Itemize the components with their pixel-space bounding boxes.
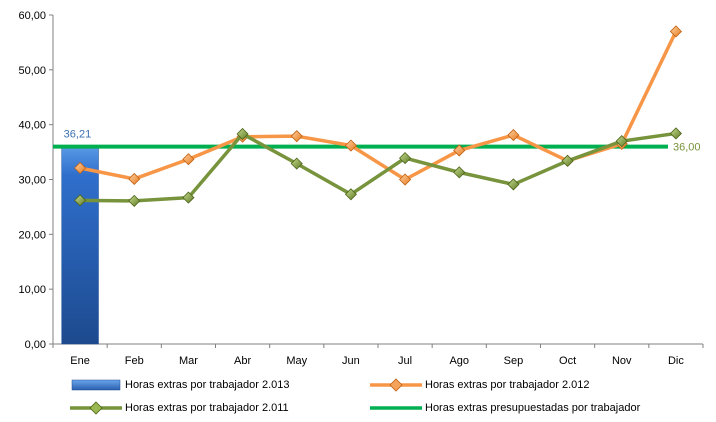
y-tick-label: 50,00 [18, 65, 46, 77]
marker-2011 [453, 166, 466, 179]
marker-2012 [507, 129, 520, 142]
legend-label-2013: Horas extras por trabajador 2.013 [125, 379, 290, 391]
bar-2013 [61, 145, 99, 345]
y-tick-label: 20,00 [18, 229, 46, 241]
x-tick-label: Dic [668, 355, 684, 367]
marker-2011 [344, 188, 357, 201]
marker-2012 [669, 25, 682, 38]
x-tick-label: Jun [342, 355, 360, 367]
marker-2012 [74, 161, 87, 175]
marker-2012 [290, 130, 303, 143]
legend-item-2013: Horas extras por trabajador 2.013 [70, 375, 289, 395]
x-tick-label: Mar [179, 355, 198, 367]
marker-2012 [182, 153, 195, 166]
x-tick-label: Ene [70, 355, 90, 367]
line-2011 [80, 131, 677, 203]
y-tick-label: 40,00 [18, 120, 46, 132]
marker-2011 [399, 152, 412, 165]
marker-2012 [453, 144, 466, 157]
x-tick-label: Sep [504, 355, 524, 367]
legend-label-2012: Horas extras por trabajador 2.012 [425, 379, 590, 391]
x-tick-label: Oct [559, 355, 576, 367]
x-tick-label: Jul [398, 355, 412, 367]
marker-2011 [669, 127, 682, 140]
marker-2011 [507, 178, 520, 191]
bar-data-label: 36,21 [64, 128, 92, 140]
x-tick-label: Ago [449, 355, 469, 367]
marker-2011 [236, 127, 249, 141]
legend-key-bar [70, 378, 122, 392]
x-tick-label: May [286, 355, 307, 367]
budget-data-label: 36,00 [673, 142, 701, 154]
x-tick-label: Abr [234, 355, 251, 367]
marker-2011 [615, 135, 628, 148]
marker-2012 [128, 172, 141, 186]
y-tick-label: 10,00 [18, 284, 46, 296]
marker-2011 [182, 191, 195, 204]
marker-2011 [74, 194, 87, 207]
x-tick-label: Feb [125, 355, 144, 367]
legend-label-2011: Horas extras por trabajador 2.011 [125, 402, 289, 414]
y-tick-label: 0,00 [25, 339, 46, 351]
legend: Horas extras por trabajador 2.013 Horas … [70, 371, 710, 419]
marker-2012 [344, 139, 357, 152]
marker-2011 [561, 154, 574, 167]
line-2012 [79, 30, 678, 182]
legend-key-line-2012 [370, 378, 422, 392]
legend-item-2012: Horas extras por trabajador 2.012 [370, 375, 589, 395]
y-tick-label: 60,00 [18, 10, 46, 22]
marker-2011 [290, 157, 303, 170]
y-tick-label: 30,00 [18, 175, 46, 187]
legend-item-2011: Horas extras por trabajador 2.011 [70, 398, 289, 418]
x-tick-label: Nov [612, 355, 632, 367]
legend-key-line-budget [370, 401, 422, 415]
marker-2012 [399, 173, 412, 186]
marker-2011 [128, 194, 141, 207]
legend-label-budget: Horas extras presupuestadas por trabajad… [425, 402, 641, 414]
legend-item-budget: Horas extras presupuestadas por trabajad… [370, 398, 640, 418]
legend-key-line-2011 [70, 401, 122, 415]
